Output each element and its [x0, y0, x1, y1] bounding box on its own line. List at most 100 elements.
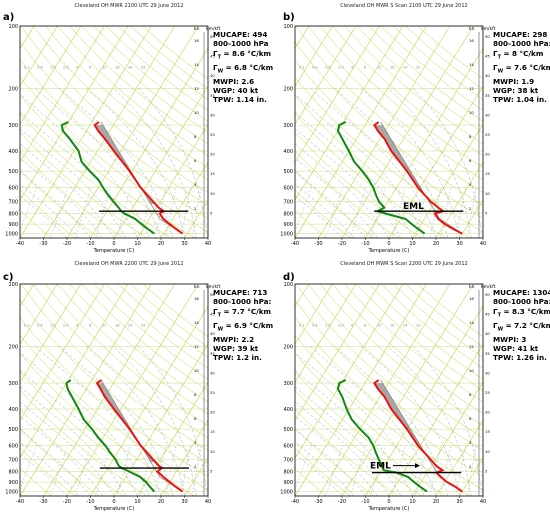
height-kft-label: 25: [210, 132, 215, 137]
mixing-ratio-line: [295, 187, 312, 232]
moist-adiabat: [20, 111, 138, 238]
mixing-ratio-label: 4: [76, 65, 79, 69]
mixing-ratio-label: 8: [364, 65, 367, 69]
temperature-tick-label: -40: [16, 499, 24, 505]
mixing-ratio-label: 12: [102, 65, 107, 69]
pressure-tick-label: 900: [283, 222, 293, 228]
mixing-ratio-label: 1.0: [50, 323, 56, 327]
mixing-ratio-line: [74, 187, 92, 238]
dry-adiabat: [295, 41, 483, 206]
gamma-w-text: ΓW = 6.9 °C/km: [213, 320, 274, 333]
mixing-ratio-line: [140, 445, 153, 496]
height-km-label: 10: [469, 368, 474, 373]
mixing-ratio-line: [349, 187, 367, 238]
dry-adiabat: [307, 284, 483, 439]
moist-adiabat: [295, 143, 390, 238]
dry-adiabat: [295, 317, 483, 477]
isotherm-line: [113, 343, 208, 496]
moist-adiabat: [295, 441, 354, 496]
mixing-ratio-line: [20, 445, 37, 490]
parcel-path: [100, 379, 183, 492]
dry-adiabat: [332, 26, 483, 157]
mixing-ratio-line: [429, 445, 442, 496]
right-header-km: km/kft: [481, 284, 496, 290]
mixing-ratio-line: [391, 187, 406, 238]
pressure-tick-label: 800: [8, 211, 18, 217]
dry-adiabat: [20, 352, 195, 496]
dry-adiabat: [320, 26, 483, 168]
dry-adiabat: [295, 447, 351, 496]
gamma-t-text: ΓT = 7.7 °C/km: [213, 306, 272, 319]
temperature-tick-label: -30: [39, 241, 47, 247]
mixing-ratio-label: 24: [128, 323, 133, 327]
pressure-tick-label: 700: [8, 199, 18, 205]
moist-adiabat: [20, 183, 79, 238]
dry-adiabat: [20, 150, 124, 238]
height-km-label: 14: [194, 62, 199, 67]
dry-adiabat: [295, 209, 327, 238]
moist-adiabat: [20, 143, 115, 238]
isotherm-line: [137, 123, 208, 238]
pressure-tick-label: 600: [283, 444, 293, 450]
gamma-t-text: ΓT = 8.3 °C/km: [493, 306, 550, 319]
height-km-label: 12: [469, 344, 474, 349]
moist-adiabat: [20, 157, 103, 238]
mixing-ratio-label: 16: [115, 323, 120, 327]
pressure-tick-label: 700: [8, 457, 18, 463]
isotherm-line: [295, 26, 333, 87]
dry-adiabat: [20, 26, 208, 193]
moist-adiabat: [20, 386, 127, 496]
isotherm-line: [20, 26, 82, 125]
height-kft-label: 30: [485, 370, 490, 375]
height-km-label: 6: [469, 416, 472, 421]
isotherm-line: [275, 26, 285, 238]
height-kft-label: 5: [485, 468, 488, 473]
stats-box: MUCAPE: 298 800-1000 hPa: ΓT = 8 °C/km Γ…: [493, 30, 550, 105]
temperature-tick-label: 20: [158, 499, 164, 505]
pressure-tick-label: 900: [8, 222, 18, 228]
isotherm-line: [295, 284, 404, 459]
isotherm-line: [137, 381, 208, 496]
dewpoint-trace: [60, 121, 155, 235]
pressure-tick-label: 600: [8, 444, 18, 450]
mixing-ratio-line: [95, 445, 111, 496]
mixing-ratio-label: 32: [141, 323, 146, 327]
moist-adiabat: [35, 346, 162, 496]
temperature-trace: [95, 379, 184, 493]
dewpoint-trace: [336, 121, 426, 235]
mixing-ratio-line: [140, 187, 153, 238]
pressure-tick-label: 500: [283, 169, 293, 175]
dry-adiabat: [20, 113, 171, 238]
temperature-tick-label: 40: [480, 241, 486, 247]
dry-adiabat: [32, 284, 208, 439]
isotherm-line: [295, 26, 310, 49]
pressure-tick-label: 300: [283, 381, 293, 387]
dry-adiabat: [20, 467, 52, 496]
height-km-label: 8: [469, 392, 472, 397]
moist-adiabat: [20, 352, 150, 496]
isotherm-line: [295, 284, 333, 345]
dry-adiabat: [20, 371, 171, 496]
dry-adiabat: [307, 26, 483, 181]
height-km-label: 10: [194, 110, 199, 115]
moist-adiabat: [20, 429, 91, 496]
dry-adiabat: [295, 189, 351, 238]
mixing-ratio-line: [74, 445, 92, 496]
tpw-text: TPW: 1.14 in.: [213, 95, 267, 105]
temperature-tick-label: 40: [205, 241, 211, 247]
panel-title: Cleveland OH MWR 2100 UTC 29 June 2012: [74, 3, 184, 9]
height-kft-label: 30: [210, 112, 215, 117]
panel-title: Cleveland OH MWR S Scan 2100 UTC 29 June…: [340, 3, 468, 9]
pressure-tick-label: 700: [283, 199, 293, 205]
isotherm-line: [20, 26, 129, 201]
temperature-tick-label: -10: [86, 499, 94, 505]
pressure-tick-label: 700: [283, 457, 293, 463]
mixing-ratio-label: 1.0: [50, 65, 56, 69]
pressure-tick-label: 400: [283, 149, 293, 155]
moist-adiabat: [360, 88, 460, 238]
pressure-tick-label: 400: [8, 407, 18, 413]
mixing-ratio-label: 2.0: [63, 323, 69, 327]
isotherm-line: [295, 284, 310, 307]
mwpi-text: MWPI: 1.9: [493, 76, 535, 86]
